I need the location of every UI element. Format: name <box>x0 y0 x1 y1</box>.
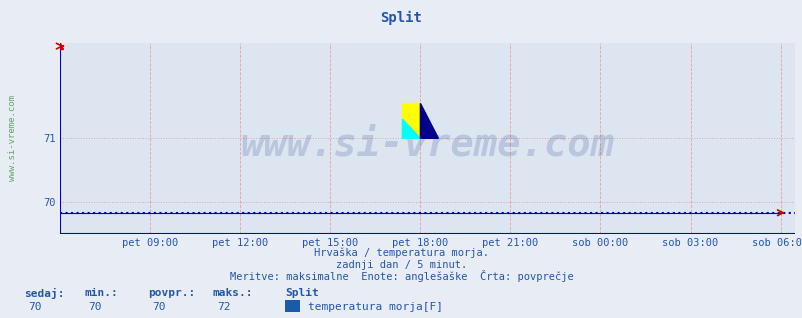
Text: 72: 72 <box>217 302 230 312</box>
Text: 70: 70 <box>88 302 102 312</box>
Text: sedaj:: sedaj: <box>24 288 64 299</box>
Text: Meritve: maksimalne  Enote: anglešaške  Črta: povprečje: Meritve: maksimalne Enote: anglešaške Čr… <box>229 270 573 282</box>
Text: temperatura morja[F]: temperatura morja[F] <box>307 302 442 312</box>
Bar <box>402 103 420 138</box>
Text: www.si-vreme.com: www.si-vreme.com <box>241 125 614 163</box>
Text: 70: 70 <box>152 302 166 312</box>
Text: 70: 70 <box>28 302 42 312</box>
Text: Split: Split <box>285 288 318 298</box>
Polygon shape <box>420 103 438 138</box>
Text: zadnji dan / 5 minut.: zadnji dan / 5 minut. <box>335 259 467 270</box>
Text: min.:: min.: <box>84 288 118 298</box>
Text: Split: Split <box>380 10 422 24</box>
Text: povpr.:: povpr.: <box>148 288 196 298</box>
Text: maks.:: maks.: <box>213 288 253 298</box>
Text: www.si-vreme.com: www.si-vreme.com <box>8 95 17 181</box>
Polygon shape <box>402 119 420 138</box>
Text: Hrvaška / temperatura morja.: Hrvaška / temperatura morja. <box>314 247 488 258</box>
